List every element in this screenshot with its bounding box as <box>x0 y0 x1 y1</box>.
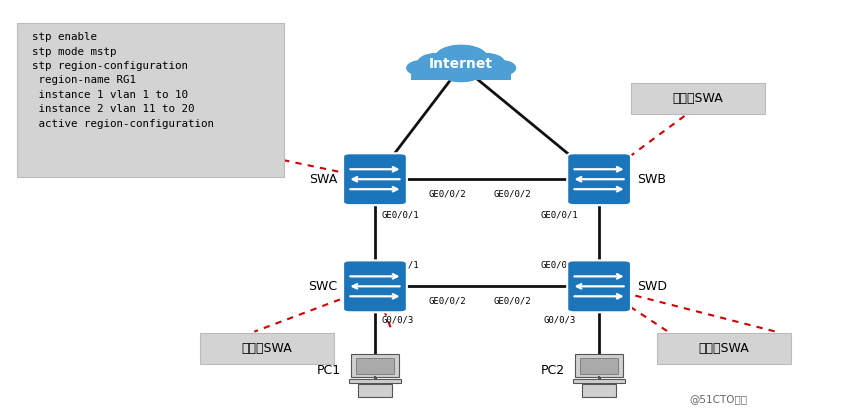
Circle shape <box>418 54 455 72</box>
FancyBboxPatch shape <box>411 64 511 80</box>
Text: stp enable
stp mode mstp
stp region-configuration
 region-name RG1
 instance 1 v: stp enable stp mode mstp stp region-conf… <box>32 32 214 129</box>
Circle shape <box>438 60 483 82</box>
FancyBboxPatch shape <box>579 358 617 374</box>
FancyBboxPatch shape <box>630 84 765 114</box>
Text: GE0/0/1: GE0/0/1 <box>540 211 578 220</box>
Text: 配置同SWA: 配置同SWA <box>698 342 748 355</box>
Circle shape <box>484 61 515 75</box>
FancyBboxPatch shape <box>656 333 790 364</box>
Text: G0/0/3: G0/0/3 <box>542 316 574 325</box>
FancyBboxPatch shape <box>573 379 624 383</box>
FancyBboxPatch shape <box>343 153 406 205</box>
FancyBboxPatch shape <box>575 354 622 377</box>
FancyBboxPatch shape <box>567 153 630 205</box>
FancyBboxPatch shape <box>581 384 616 397</box>
Text: PC1: PC1 <box>316 364 340 377</box>
Text: GE0/0/2: GE0/0/2 <box>428 297 466 306</box>
Text: SWB: SWB <box>636 173 666 186</box>
Text: @51CTO博客: @51CTO博客 <box>689 395 746 405</box>
Text: SWD: SWD <box>636 280 666 293</box>
FancyBboxPatch shape <box>351 354 398 377</box>
Text: GE0/0/1: GE0/0/1 <box>381 261 419 270</box>
FancyBboxPatch shape <box>349 379 400 383</box>
FancyBboxPatch shape <box>200 333 333 364</box>
Text: Internet: Internet <box>429 57 492 71</box>
Text: 配置同SWA: 配置同SWA <box>242 342 292 355</box>
Circle shape <box>406 61 437 75</box>
Text: SWA: SWA <box>308 173 337 186</box>
FancyBboxPatch shape <box>343 260 406 312</box>
Text: SWC: SWC <box>307 280 337 293</box>
Circle shape <box>466 54 504 72</box>
FancyBboxPatch shape <box>17 23 284 177</box>
Text: GE0/0/2: GE0/0/2 <box>493 190 531 199</box>
Text: GE0/0/1: GE0/0/1 <box>381 211 419 220</box>
FancyBboxPatch shape <box>567 260 630 312</box>
FancyBboxPatch shape <box>356 358 393 374</box>
Text: GE0/0/1: GE0/0/1 <box>540 261 578 270</box>
Text: PC2: PC2 <box>540 364 564 377</box>
Text: GE0/0/2: GE0/0/2 <box>493 297 531 306</box>
Text: GE0/0/2: GE0/0/2 <box>428 190 466 199</box>
Text: G0/0/3: G0/0/3 <box>381 316 413 325</box>
Text: 配置同SWA: 配置同SWA <box>672 92 722 105</box>
FancyBboxPatch shape <box>357 384 392 397</box>
Circle shape <box>435 45 486 70</box>
